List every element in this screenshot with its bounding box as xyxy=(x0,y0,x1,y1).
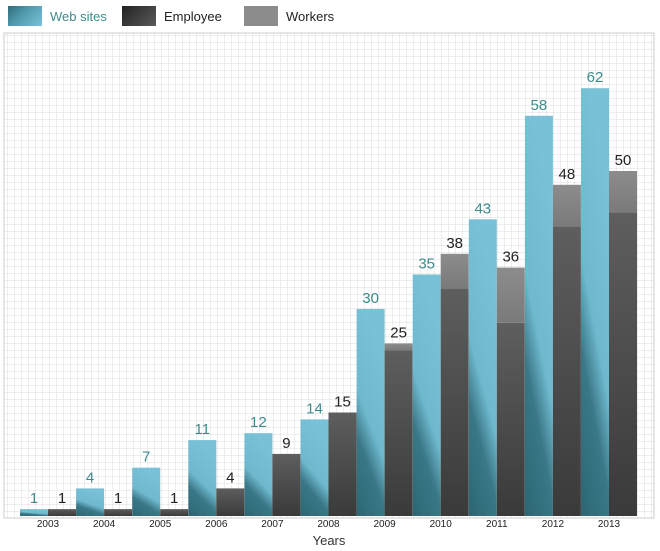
x-tick-label-2003: 2003 xyxy=(37,519,60,530)
data-label-web-sites-2007: 12 xyxy=(250,414,267,431)
data-label-employee-2012: 48 xyxy=(559,166,576,183)
data-label-web-sites-2012: 58 xyxy=(531,97,548,114)
x-axis-label: Years xyxy=(313,533,346,548)
bar-web-sites-2003[interactable] xyxy=(20,509,48,516)
legend-label-web-sites: Web sites xyxy=(50,8,107,24)
bar-employee-2007[interactable] xyxy=(272,453,301,516)
legend-label-employee: Employee xyxy=(164,8,222,24)
legend-item-employee[interactable]: Employee xyxy=(122,5,222,27)
bar-employee-2006[interactable] xyxy=(216,488,245,516)
data-label-web-sites-2005: 7 xyxy=(142,449,150,466)
data-label-employee-2011: 36 xyxy=(502,249,519,266)
x-tick-label-2008: 2008 xyxy=(317,519,340,530)
legend-label-workers: Workers xyxy=(286,8,335,24)
bar-web-sites-2004[interactable] xyxy=(76,488,105,516)
bar-workers-2009[interactable] xyxy=(384,343,413,351)
data-label-web-sites-2010: 35 xyxy=(418,256,435,273)
data-label-employee-2005: 1 xyxy=(170,490,178,507)
bar-employee-2009[interactable] xyxy=(384,350,413,516)
legend-swatch-workers xyxy=(244,6,278,26)
bar-workers-2010[interactable] xyxy=(440,253,469,289)
bar-web-sites-2008[interactable] xyxy=(300,419,329,516)
data-label-employee-2003: 1 xyxy=(58,490,66,507)
legend-item-workers[interactable]: Workers xyxy=(244,5,334,27)
bar-employee-2012[interactable] xyxy=(552,226,581,516)
data-label-web-sites-2013: 62 xyxy=(587,69,604,86)
legend-swatch-employee xyxy=(122,6,156,26)
bar-employee-2003[interactable] xyxy=(48,509,76,516)
bar-employee-2013[interactable] xyxy=(609,212,637,516)
bar-web-sites-2006[interactable] xyxy=(188,440,217,516)
bar-web-sites-2012[interactable] xyxy=(524,115,553,517)
data-label-employee-2004: 1 xyxy=(114,490,122,507)
data-label-employee-2010: 38 xyxy=(446,235,463,252)
x-tick-label-2005: 2005 xyxy=(149,519,172,530)
data-label-web-sites-2004: 4 xyxy=(86,469,94,486)
bar-web-sites-2007[interactable] xyxy=(244,433,273,516)
data-label-employee-2008: 15 xyxy=(334,394,351,411)
data-label-employee-2007: 9 xyxy=(282,435,290,452)
data-label-web-sites-2009: 30 xyxy=(362,290,379,307)
bar-employee-2011[interactable] xyxy=(496,322,525,516)
data-label-employee-2009: 25 xyxy=(390,325,407,342)
bar-employee-2010[interactable] xyxy=(440,288,469,516)
data-label-web-sites-2008: 14 xyxy=(306,400,323,417)
bar-web-sites-2009[interactable] xyxy=(356,309,385,516)
bar-employee-2004[interactable] xyxy=(104,509,133,516)
bar-web-sites-2005[interactable] xyxy=(132,467,161,516)
legend-swatch-web-sites xyxy=(8,6,42,26)
data-label-web-sites-2011: 43 xyxy=(474,200,491,217)
data-label-web-sites-2003: 1 xyxy=(30,490,38,507)
bar-workers-2011[interactable] xyxy=(496,267,525,323)
bar-web-sites-2013[interactable] xyxy=(581,88,609,516)
x-tick-label-2012: 2012 xyxy=(542,519,565,530)
x-tick-label-2013: 2013 xyxy=(598,519,621,530)
x-tick-label-2006: 2006 xyxy=(205,519,228,530)
bar-workers-2013[interactable] xyxy=(609,171,637,213)
data-label-employee-2006: 4 xyxy=(226,469,234,486)
bar-employee-2008[interactable] xyxy=(328,412,357,517)
data-label-employee-2013: 50 xyxy=(615,152,632,169)
x-tick-label-2010: 2010 xyxy=(430,519,453,530)
bar-web-sites-2011[interactable] xyxy=(468,219,497,517)
x-tick-label-2009: 2009 xyxy=(373,519,396,530)
data-label-web-sites-2006: 11 xyxy=(195,421,211,438)
legend-item-web-sites[interactable]: Web sites xyxy=(8,5,107,27)
bar-workers-2012[interactable] xyxy=(552,184,581,227)
x-tick-label-2004: 2004 xyxy=(93,519,116,530)
x-tick-label-2011: 2011 xyxy=(486,519,508,530)
bar-web-sites-2010[interactable] xyxy=(412,274,441,517)
bar-employee-2005[interactable] xyxy=(160,509,189,516)
x-tick-label-2007: 2007 xyxy=(261,519,284,530)
legend: Web sites Employee Workers xyxy=(0,0,660,30)
